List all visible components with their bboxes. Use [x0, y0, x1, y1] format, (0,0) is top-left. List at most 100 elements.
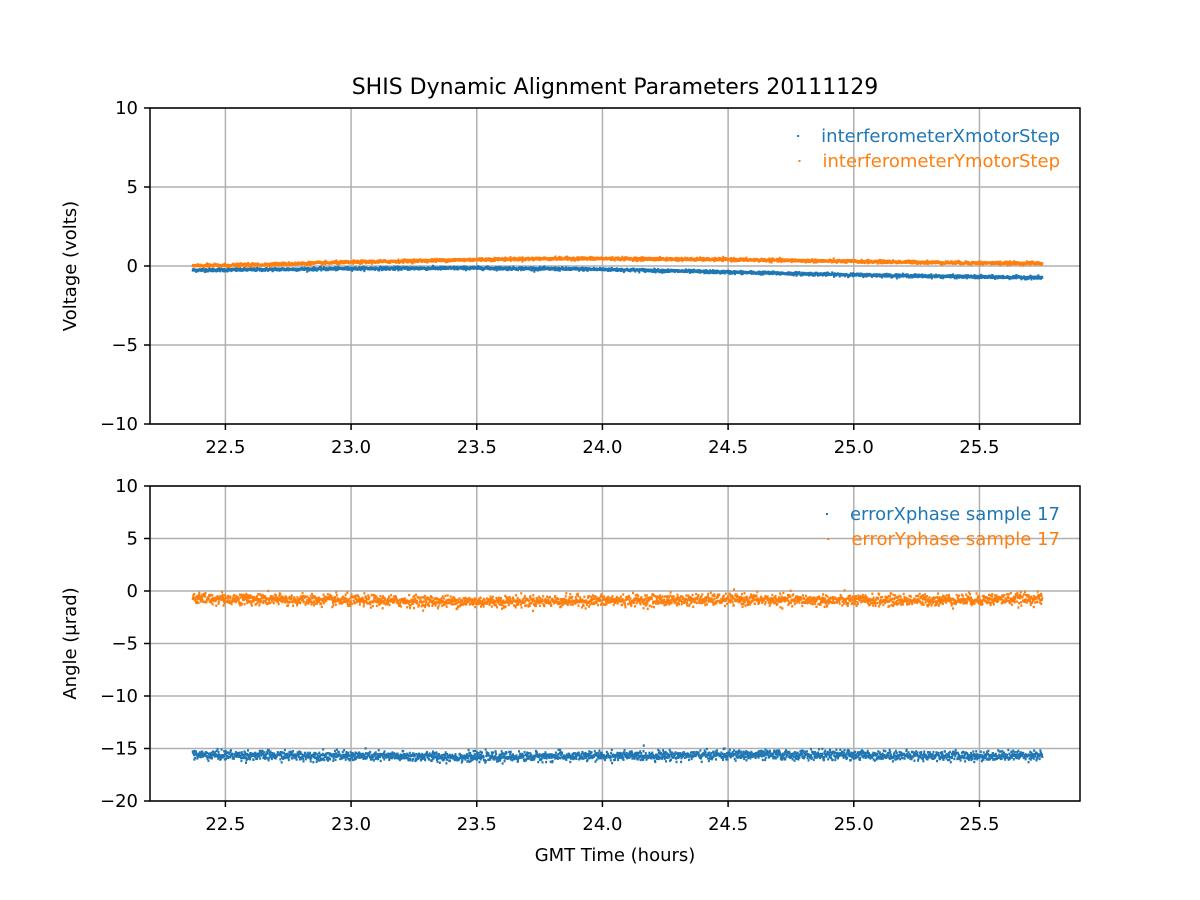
- data-point: [885, 272, 888, 276]
- data-point: [362, 265, 365, 269]
- data-point: [554, 266, 557, 269]
- data-point: [395, 261, 398, 265]
- data-point: [215, 270, 218, 273]
- data-point: [852, 274, 855, 278]
- data-point: [400, 268, 403, 271]
- data-point: [658, 255, 661, 259]
- data-point: [486, 265, 489, 268]
- data-point: [991, 274, 994, 277]
- data-point: [713, 259, 716, 263]
- data-point: [394, 265, 397, 269]
- data-point: [699, 256, 702, 259]
- data-point: [272, 262, 275, 265]
- data-point: [667, 268, 670, 271]
- data-point: [397, 258, 400, 261]
- data-point: [700, 257, 703, 260]
- data-point: [702, 257, 705, 260]
- data-point: [500, 266, 503, 269]
- data-point: [867, 258, 870, 262]
- data-point: [258, 267, 261, 270]
- data-point: [675, 259, 678, 262]
- data-point: [642, 259, 645, 262]
- data-point: [378, 269, 381, 272]
- data-point: [681, 259, 684, 263]
- data-point: [930, 273, 933, 276]
- data-point: [273, 261, 276, 265]
- data-point: [935, 273, 938, 277]
- data-point: [642, 256, 645, 260]
- data-point: [877, 261, 880, 265]
- data-point: [641, 258, 644, 261]
- top-panel: 22.5 23.0 23.5 24.0 24.5 25.0 25.5−10−50510Vol…: [60, 98, 1081, 458]
- data-point: [957, 274, 960, 277]
- data-point: [581, 256, 584, 259]
- data-point: [764, 270, 767, 273]
- data-point: [715, 259, 718, 262]
- data-point: [707, 256, 710, 260]
- series-2-points: [191, 255, 1044, 269]
- data-point: [781, 257, 784, 261]
- data-point: [319, 265, 322, 269]
- data-point: [930, 277, 933, 280]
- data-point: [1041, 276, 1044, 279]
- data-point: [611, 255, 614, 259]
- data-point: [634, 270, 637, 273]
- data-point: [846, 260, 849, 264]
- data-point: [268, 262, 271, 266]
- data-point: [862, 275, 865, 279]
- data-point: [543, 265, 546, 268]
- data-point: [780, 260, 783, 264]
- data-point: [307, 269, 310, 272]
- data-point: [883, 259, 886, 262]
- data-point: [509, 255, 512, 259]
- data-point: [711, 271, 714, 275]
- data-point: [351, 269, 354, 272]
- data-point: [404, 258, 407, 261]
- data-point: [701, 259, 704, 262]
- data-point: [965, 274, 968, 277]
- data-point: [250, 264, 253, 268]
- data-point: [686, 256, 689, 260]
- data-point: [759, 273, 762, 276]
- data-point: [397, 269, 400, 272]
- data-point: [909, 275, 912, 279]
- data-point: [417, 260, 420, 264]
- data-point: [994, 277, 997, 280]
- data-point: [269, 265, 272, 268]
- data-point: [628, 258, 631, 261]
- data-point: [879, 258, 882, 262]
- data-point: [513, 259, 516, 262]
- data-point: [535, 268, 538, 272]
- data-point: [870, 275, 873, 278]
- data-point: [281, 264, 284, 267]
- data-point: [824, 274, 827, 277]
- data-point: [1030, 278, 1033, 281]
- data-point: [634, 256, 637, 259]
- data-point: [613, 259, 616, 262]
- data-point: [309, 263, 312, 267]
- data-point: [239, 264, 242, 268]
- data-point: [336, 262, 339, 266]
- data-point: [573, 259, 576, 262]
- data-point: [721, 257, 724, 261]
- data-point: [245, 264, 248, 268]
- data-point: [363, 269, 366, 273]
- data-point: [210, 269, 213, 273]
- chart-title: SHIS Dynamic Alignment Parameters 201111…: [352, 75, 879, 100]
- data-point: [953, 276, 956, 280]
- data-point: [227, 269, 230, 272]
- data-point: [532, 266, 535, 269]
- data-point: [468, 257, 471, 260]
- data-point: [514, 258, 517, 262]
- data-point: [722, 255, 725, 259]
- data-point: [623, 259, 626, 262]
- data-point: [521, 260, 524, 263]
- data-point: [917, 275, 920, 279]
- data-point: [637, 259, 640, 262]
- data-point: [312, 269, 315, 272]
- data-point: [860, 258, 863, 262]
- data-point: [208, 263, 211, 266]
- data-point: [734, 272, 737, 276]
- data-point: [577, 258, 580, 262]
- data-point: [346, 266, 349, 269]
